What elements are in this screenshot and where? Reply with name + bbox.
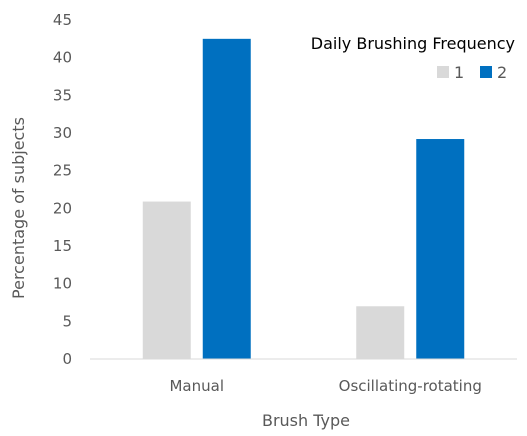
y-tick-label: 5 xyxy=(62,312,72,330)
y-axis-title: Percentage of subjects xyxy=(9,117,28,299)
bar-1-2 xyxy=(356,306,405,359)
y-tick-label: 45 xyxy=(53,11,72,29)
x-axis-title: Brush Type xyxy=(262,411,350,430)
y-tick-label: 40 xyxy=(53,49,72,67)
y-tick-label: 30 xyxy=(53,124,72,142)
x-tick-label: Oscillating-rotating xyxy=(339,377,482,395)
bar-2-1 xyxy=(202,38,251,359)
y-tick-label: 20 xyxy=(53,199,72,217)
bars xyxy=(142,38,465,359)
y-tick-label: 15 xyxy=(53,237,72,255)
y-tick-label: 25 xyxy=(53,162,72,180)
legend-swatch-2 xyxy=(480,66,492,78)
bar-2-2 xyxy=(416,139,465,359)
legend-title: Daily Brushing Frequency xyxy=(311,34,515,53)
y-axis-ticks: 0 5 10 15 20 25 30 35 40 45 xyxy=(53,11,72,368)
legend-label-2: 2 xyxy=(497,63,507,82)
y-tick-label: 35 xyxy=(53,86,72,104)
x-axis-ticks: Manual Oscillating-rotating xyxy=(169,377,481,395)
y-tick-label: 10 xyxy=(53,275,72,293)
bar-1-1 xyxy=(142,201,191,359)
legend-swatch-1 xyxy=(437,66,449,78)
x-tick-label: Manual xyxy=(169,377,224,395)
legend-label-1: 1 xyxy=(454,63,464,82)
y-tick-label: 0 xyxy=(62,350,72,368)
